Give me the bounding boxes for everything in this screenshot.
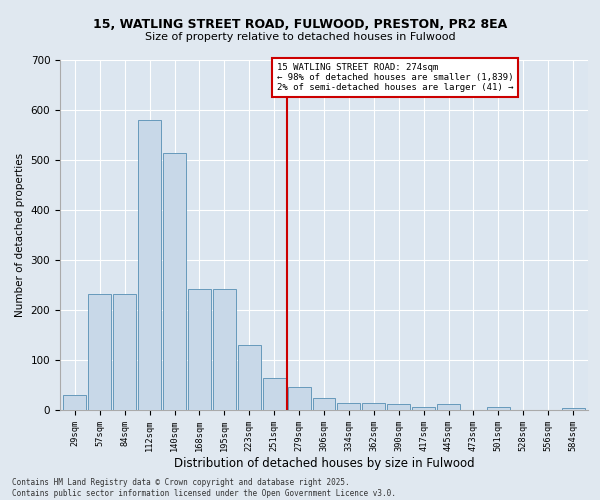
Bar <box>113 294 136 410</box>
Bar <box>64 395 86 410</box>
Text: 15 WATLING STREET ROAD: 274sqm
← 98% of detached houses are smaller (1,839)
2% o: 15 WATLING STREET ROAD: 274sqm ← 98% of … <box>277 62 513 92</box>
Text: 15, WATLING STREET ROAD, FULWOOD, PRESTON, PR2 8EA: 15, WATLING STREET ROAD, FULWOOD, PRESTO… <box>93 18 507 30</box>
X-axis label: Distribution of detached houses by size in Fulwood: Distribution of detached houses by size … <box>173 457 475 470</box>
Bar <box>362 402 385 410</box>
Bar <box>213 289 236 410</box>
Y-axis label: Number of detached properties: Number of detached properties <box>15 153 25 317</box>
Bar <box>138 120 161 410</box>
Bar <box>412 407 435 410</box>
Bar <box>88 294 112 410</box>
Bar <box>313 398 335 410</box>
Bar <box>562 408 584 410</box>
Bar <box>437 404 460 410</box>
Bar <box>163 152 186 410</box>
Text: Size of property relative to detached houses in Fulwood: Size of property relative to detached ho… <box>145 32 455 42</box>
Bar <box>487 407 510 410</box>
Text: Contains HM Land Registry data © Crown copyright and database right 2025.
Contai: Contains HM Land Registry data © Crown c… <box>12 478 396 498</box>
Bar <box>188 289 211 410</box>
Bar <box>387 404 410 410</box>
Bar <box>337 402 361 410</box>
Bar <box>287 386 311 410</box>
Bar <box>238 345 261 410</box>
Bar <box>263 378 286 410</box>
